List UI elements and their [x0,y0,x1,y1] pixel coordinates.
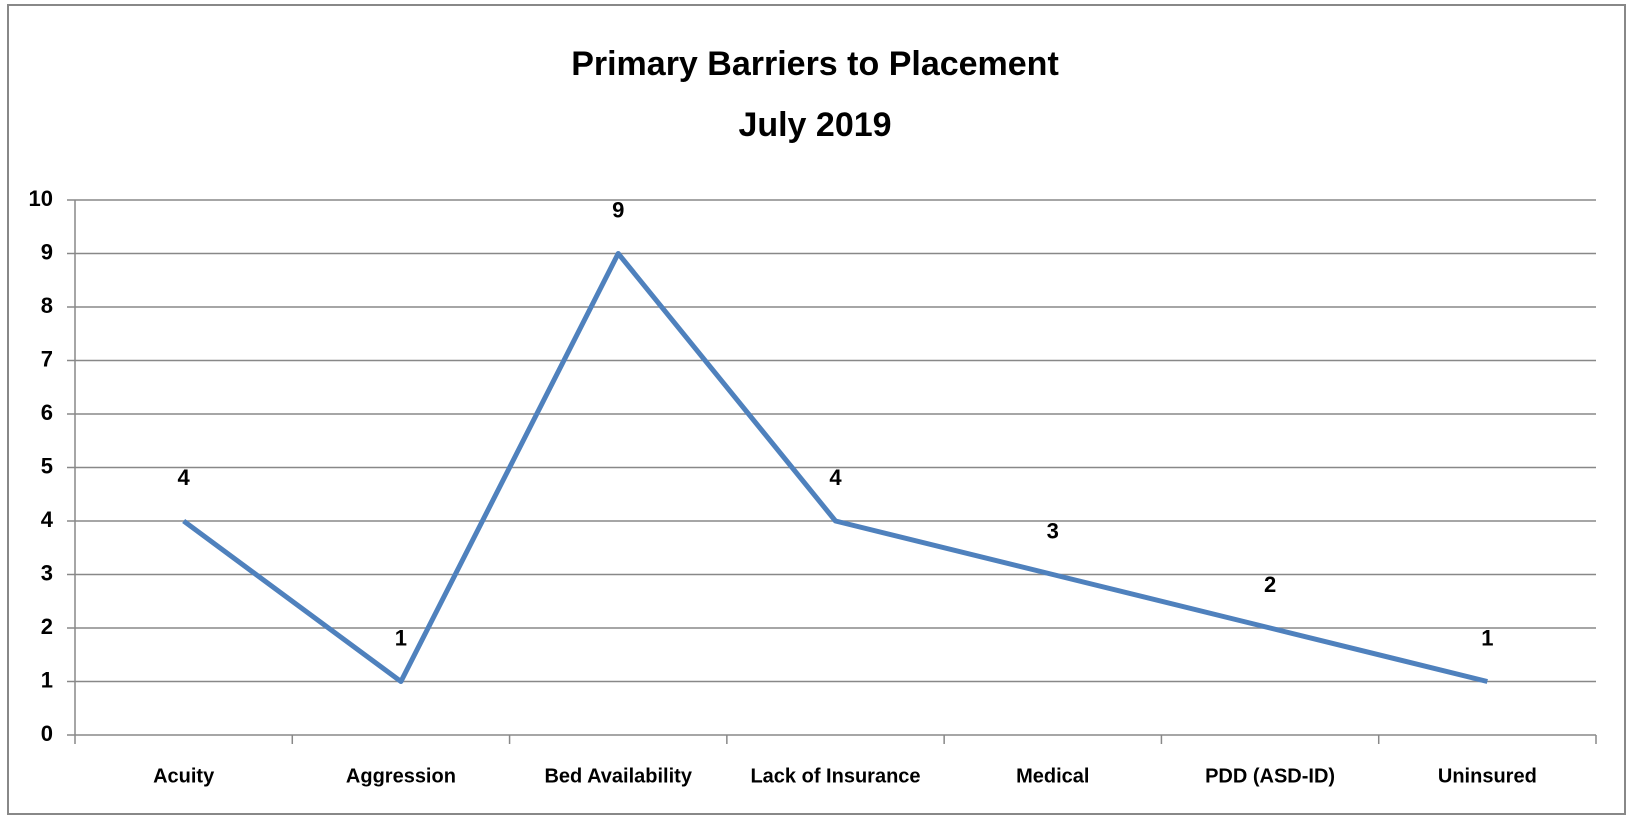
y-tick-label: 7 [41,346,53,371]
data-label: 1 [1481,625,1493,650]
y-tick-label: 2 [41,614,53,639]
x-tick-label: PDD (ASD-ID) [1205,765,1335,787]
data-label: 2 [1264,572,1276,597]
y-tick-label: 10 [29,186,53,211]
y-tick-label: 1 [41,667,53,692]
data-label: 4 [178,465,191,490]
chart-title: Primary Barriers to Placement [571,45,1059,83]
x-tick-label: Aggression [346,765,456,787]
chart-frame [7,4,1626,815]
y-tick-label: 9 [41,239,53,264]
data-label: 3 [1047,518,1059,543]
chart-subtitle: July 2019 [738,106,891,144]
y-tick-label: 5 [41,453,53,478]
x-tick-label: Medical [1016,765,1089,787]
y-tick-label: 4 [41,507,54,532]
y-tick-label: 0 [41,721,53,746]
y-tick-label: 3 [41,560,53,585]
x-tick-label: Uninsured [1438,765,1537,787]
x-tick-label: Lack of Insurance [750,765,920,787]
x-tick-label: Acuity [153,765,215,787]
y-tick-label: 8 [41,293,53,318]
line-series [182,251,1488,684]
data-label: 9 [612,197,624,222]
x-tick-label: Bed Availability [544,765,692,787]
data-label: 1 [395,625,407,650]
data-label: 4 [829,465,842,490]
y-tick-label: 6 [41,400,53,425]
